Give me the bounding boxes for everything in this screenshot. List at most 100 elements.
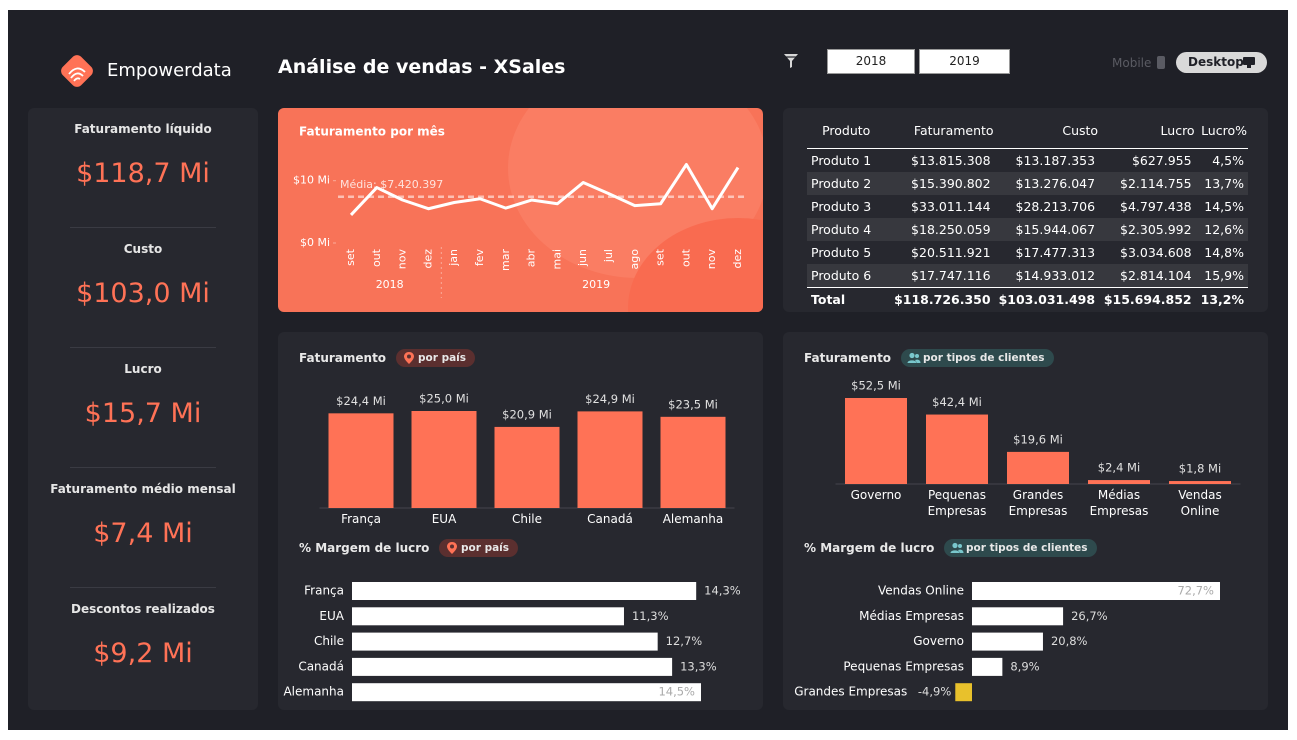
table-cell: $2.114.755 xyxy=(1120,176,1192,191)
table-row: Produto 4 $18.250.059 $15.944.067 $2.305.99… xyxy=(807,218,1248,241)
bar xyxy=(1007,451,1069,484)
x-tick-label: out xyxy=(679,248,692,267)
table-cell: $13.276.047 xyxy=(1015,176,1096,191)
x-tick-label: mar xyxy=(499,249,512,271)
data-label: $25,0 Mi xyxy=(419,392,469,406)
x-tick-label: out xyxy=(370,248,383,267)
bar xyxy=(352,607,624,626)
bar xyxy=(972,607,1064,626)
dashboard: Empowerdata Análise de vendas - XSales 2… xyxy=(8,10,1288,730)
column-header: Lucro xyxy=(1099,112,1196,149)
brand-name: Empowerdata xyxy=(107,60,232,81)
page-title: Análise de vendas - XSales xyxy=(278,56,566,78)
table-total-cell: Total xyxy=(811,292,846,307)
table-row: Produto 6 $17.747.116 $14.933.012 $2.814.10… xyxy=(807,264,1248,288)
filter-icon[interactable] xyxy=(782,52,800,70)
y-tick-label: EUA xyxy=(319,609,344,623)
table-total-cell: 13,2% xyxy=(1200,292,1244,307)
view-desktop[interactable]: Desktop xyxy=(1188,55,1244,69)
table-cell: 12,6% xyxy=(1204,222,1244,237)
x-tick-label: abr xyxy=(525,249,538,268)
view-desktop-pill[interactable]: Desktop xyxy=(1176,52,1267,73)
bar xyxy=(955,683,972,702)
table-cell: Produto 6 xyxy=(811,268,872,283)
data-label: 13,3% xyxy=(680,659,717,673)
x-tick-label: Chile xyxy=(511,512,543,526)
column-header: Lucro% xyxy=(1195,112,1248,149)
bar xyxy=(972,657,1003,676)
table-total-cell: $103.031.498 xyxy=(998,292,1096,307)
bar xyxy=(352,582,697,600)
x-tick-label: jun xyxy=(576,249,589,267)
y-tick-label: França xyxy=(304,584,344,598)
data-label: $52,5 Mi xyxy=(851,379,901,393)
x-group-label: 2018 xyxy=(376,278,404,291)
customer-panel: $52,5 Mi $42,4 Mi $19,6 Mi $2,4 Mi $1,8 Mi Ve… xyxy=(783,332,1268,710)
table-cell: $4.797.438 xyxy=(1120,199,1192,214)
kpi-card: Descontos realizados $9,2 Mi xyxy=(28,588,258,708)
table-cell: $28.213.706 xyxy=(1015,199,1096,214)
y-tick-label: Grandes Empresas xyxy=(794,685,907,699)
bar xyxy=(660,416,726,508)
y-tick-label: Chile xyxy=(314,634,344,648)
data-label: $24,4 Mi xyxy=(336,394,386,408)
x-tick-label: dez xyxy=(421,249,434,269)
bar xyxy=(926,414,988,484)
y-tick-label: $10 Mi xyxy=(293,174,330,187)
year-filter[interactable]: 2018 xyxy=(827,49,915,74)
kpi-label: Custo xyxy=(123,242,163,256)
bar xyxy=(845,398,907,484)
table-total-cell: $15.694.852 xyxy=(1103,292,1192,307)
table-cell: Produto 4 xyxy=(811,222,872,237)
x-tick-label: ago xyxy=(628,249,641,270)
kpi-separator xyxy=(70,347,216,348)
x-tick-label: fev xyxy=(473,249,486,267)
x-group-label: 2019 xyxy=(582,278,610,291)
chart-title: % Margem de lucro xyxy=(804,541,935,555)
kpi-label: Faturamento médio mensal xyxy=(50,482,236,496)
desktop-icon xyxy=(1243,57,1255,68)
table-panel: Produto Faturamento Custo Lucro Lucro% Produt… xyxy=(783,108,1268,312)
x-tick-label: Alemanha xyxy=(662,512,724,526)
y-tick-label: $0 Mi xyxy=(300,236,330,249)
kpi-separator xyxy=(70,227,216,228)
kpi-card: Faturamento médio mensal $7,4 Mi xyxy=(28,468,258,588)
badge-icon xyxy=(404,352,414,364)
kpi-card: Custo $103,0 Mi xyxy=(28,228,258,348)
kpi-value: $15,7 Mi xyxy=(84,398,202,429)
chart-title: % Margem de lucro xyxy=(299,541,430,555)
table-cell: 13,7% xyxy=(1204,176,1244,191)
data-label: $24,9 Mi xyxy=(585,392,635,406)
chart-subtitle-badge: por tipos de clientes xyxy=(944,539,1097,557)
table-header-row: Produto Faturamento Custo Lucro Lucro% xyxy=(807,112,1248,149)
table-row: Produto 5 $20.511.921 $17.477.313 $3.034.60… xyxy=(807,241,1248,264)
table-row: Produto 3 $33.011.144 $28.213.706 $4.797.43… xyxy=(807,195,1248,218)
chart-subtitle-badge: por país xyxy=(396,349,476,367)
kpi-panel: Faturamento líquido $118,7 Mi Custo $103,0 … xyxy=(28,108,258,710)
chart-title: Faturamento xyxy=(299,351,387,365)
table-cell: 14,8% xyxy=(1204,245,1244,260)
line-chart-panel: Faturamento por mês $0 Mi $10 Mi Média: $7.… xyxy=(278,108,763,312)
table-cell: Produto 5 xyxy=(811,245,872,260)
bar xyxy=(352,683,701,702)
kpi-separator xyxy=(70,587,216,588)
table-cell: $17.747.116 xyxy=(911,268,991,283)
revenue-line xyxy=(349,162,740,216)
kpi-label: Lucro xyxy=(124,362,162,376)
table-cell: 4,5% xyxy=(1212,153,1244,168)
data-label: $23,5 Mi xyxy=(668,397,718,411)
x-tick-label: nov xyxy=(705,249,718,270)
table-total-cell: $118.726.350 xyxy=(894,292,991,307)
year-filter[interactable]: 2019 xyxy=(919,49,1010,74)
kpi-separator xyxy=(70,467,216,468)
data-label: 12,7% xyxy=(666,634,703,648)
table-cell: $2.814.104 xyxy=(1120,268,1192,283)
table-cell: $33.011.144 xyxy=(911,199,991,214)
view-mobile[interactable]: Mobile xyxy=(1112,56,1152,70)
bar xyxy=(328,413,394,508)
bar xyxy=(1169,481,1231,484)
data-label: $1,8 Mi xyxy=(1179,462,1221,476)
table-cell: $13.187.353 xyxy=(1015,153,1096,168)
kpi-label: Descontos realizados xyxy=(71,602,215,616)
data-label: 14,3% xyxy=(704,584,741,598)
